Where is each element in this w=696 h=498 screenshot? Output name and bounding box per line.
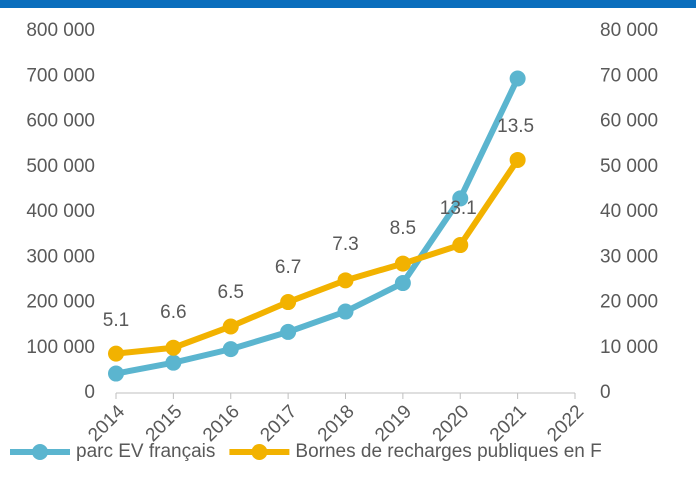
x-tick-label: 2020 (429, 401, 474, 446)
y2-tick-label: 20 000 (600, 292, 658, 313)
x-tick-label: 2021 (486, 401, 531, 446)
annotation: 5.1 (103, 310, 129, 331)
x-tick-label: 2015 (142, 401, 187, 446)
y-tick-label: 400 000 (26, 201, 95, 222)
series-line (115, 77, 521, 377)
y-tick-label: 300 000 (26, 246, 95, 267)
x-tick-label: 2022 (543, 401, 588, 446)
legend-label: parc EV français (76, 441, 215, 462)
annotation: 13.5 (497, 116, 534, 137)
point (452, 190, 469, 207)
point (452, 237, 469, 254)
point (222, 341, 239, 358)
y-tick-label: 0 (84, 382, 95, 403)
y2-tick-label: 30 000 (600, 246, 658, 267)
annotation: 13.1 (440, 198, 477, 219)
x-tick-label: 2016 (199, 401, 244, 446)
annotation: 6.6 (160, 302, 186, 323)
annotation: 8.5 (390, 218, 416, 239)
point (108, 345, 124, 362)
y-tick-label: 500 000 (26, 156, 95, 177)
top-bar (0, 0, 696, 8)
legend-label: Bornes de recharges publiques en F (295, 441, 601, 462)
y2-tick-label: 10 000 (600, 337, 658, 358)
y2-tick-label: 0 (600, 382, 611, 403)
y2-tick-label: 50 000 (600, 156, 658, 177)
point (280, 323, 297, 340)
point (394, 255, 411, 272)
annotation: 6.5 (218, 282, 244, 303)
y-tick-label: 600 000 (26, 111, 95, 132)
point (165, 339, 182, 356)
y-tick-label: 700 000 (26, 65, 95, 86)
point (165, 354, 182, 371)
annotation: 6.7 (275, 257, 301, 278)
y2-tick-label: 70 000 (600, 65, 658, 86)
point (394, 275, 411, 292)
point (222, 318, 239, 335)
y-tick-label: 800 000 (26, 20, 95, 41)
point (108, 365, 124, 382)
point (337, 272, 354, 289)
y2-tick-label: 60 000 (600, 111, 658, 132)
y-tick-label: 100 000 (26, 337, 95, 358)
x-tick-label: 2019 (371, 401, 416, 446)
legend-marker (32, 444, 48, 460)
annotation: 7.3 (332, 234, 358, 255)
point (509, 151, 526, 168)
y2-tick-label: 40 000 (600, 201, 658, 222)
x-tick-label: 2017 (256, 401, 301, 446)
y2-tick-label: 80 000 (600, 20, 658, 41)
point (337, 303, 354, 320)
point (280, 294, 297, 311)
point (509, 70, 526, 87)
series-line (115, 158, 521, 357)
x-tick-label: 2014 (84, 401, 129, 446)
y-tick-label: 200 000 (26, 292, 95, 313)
legend-marker (251, 444, 268, 460)
x-tick-label: 2018 (314, 401, 359, 446)
